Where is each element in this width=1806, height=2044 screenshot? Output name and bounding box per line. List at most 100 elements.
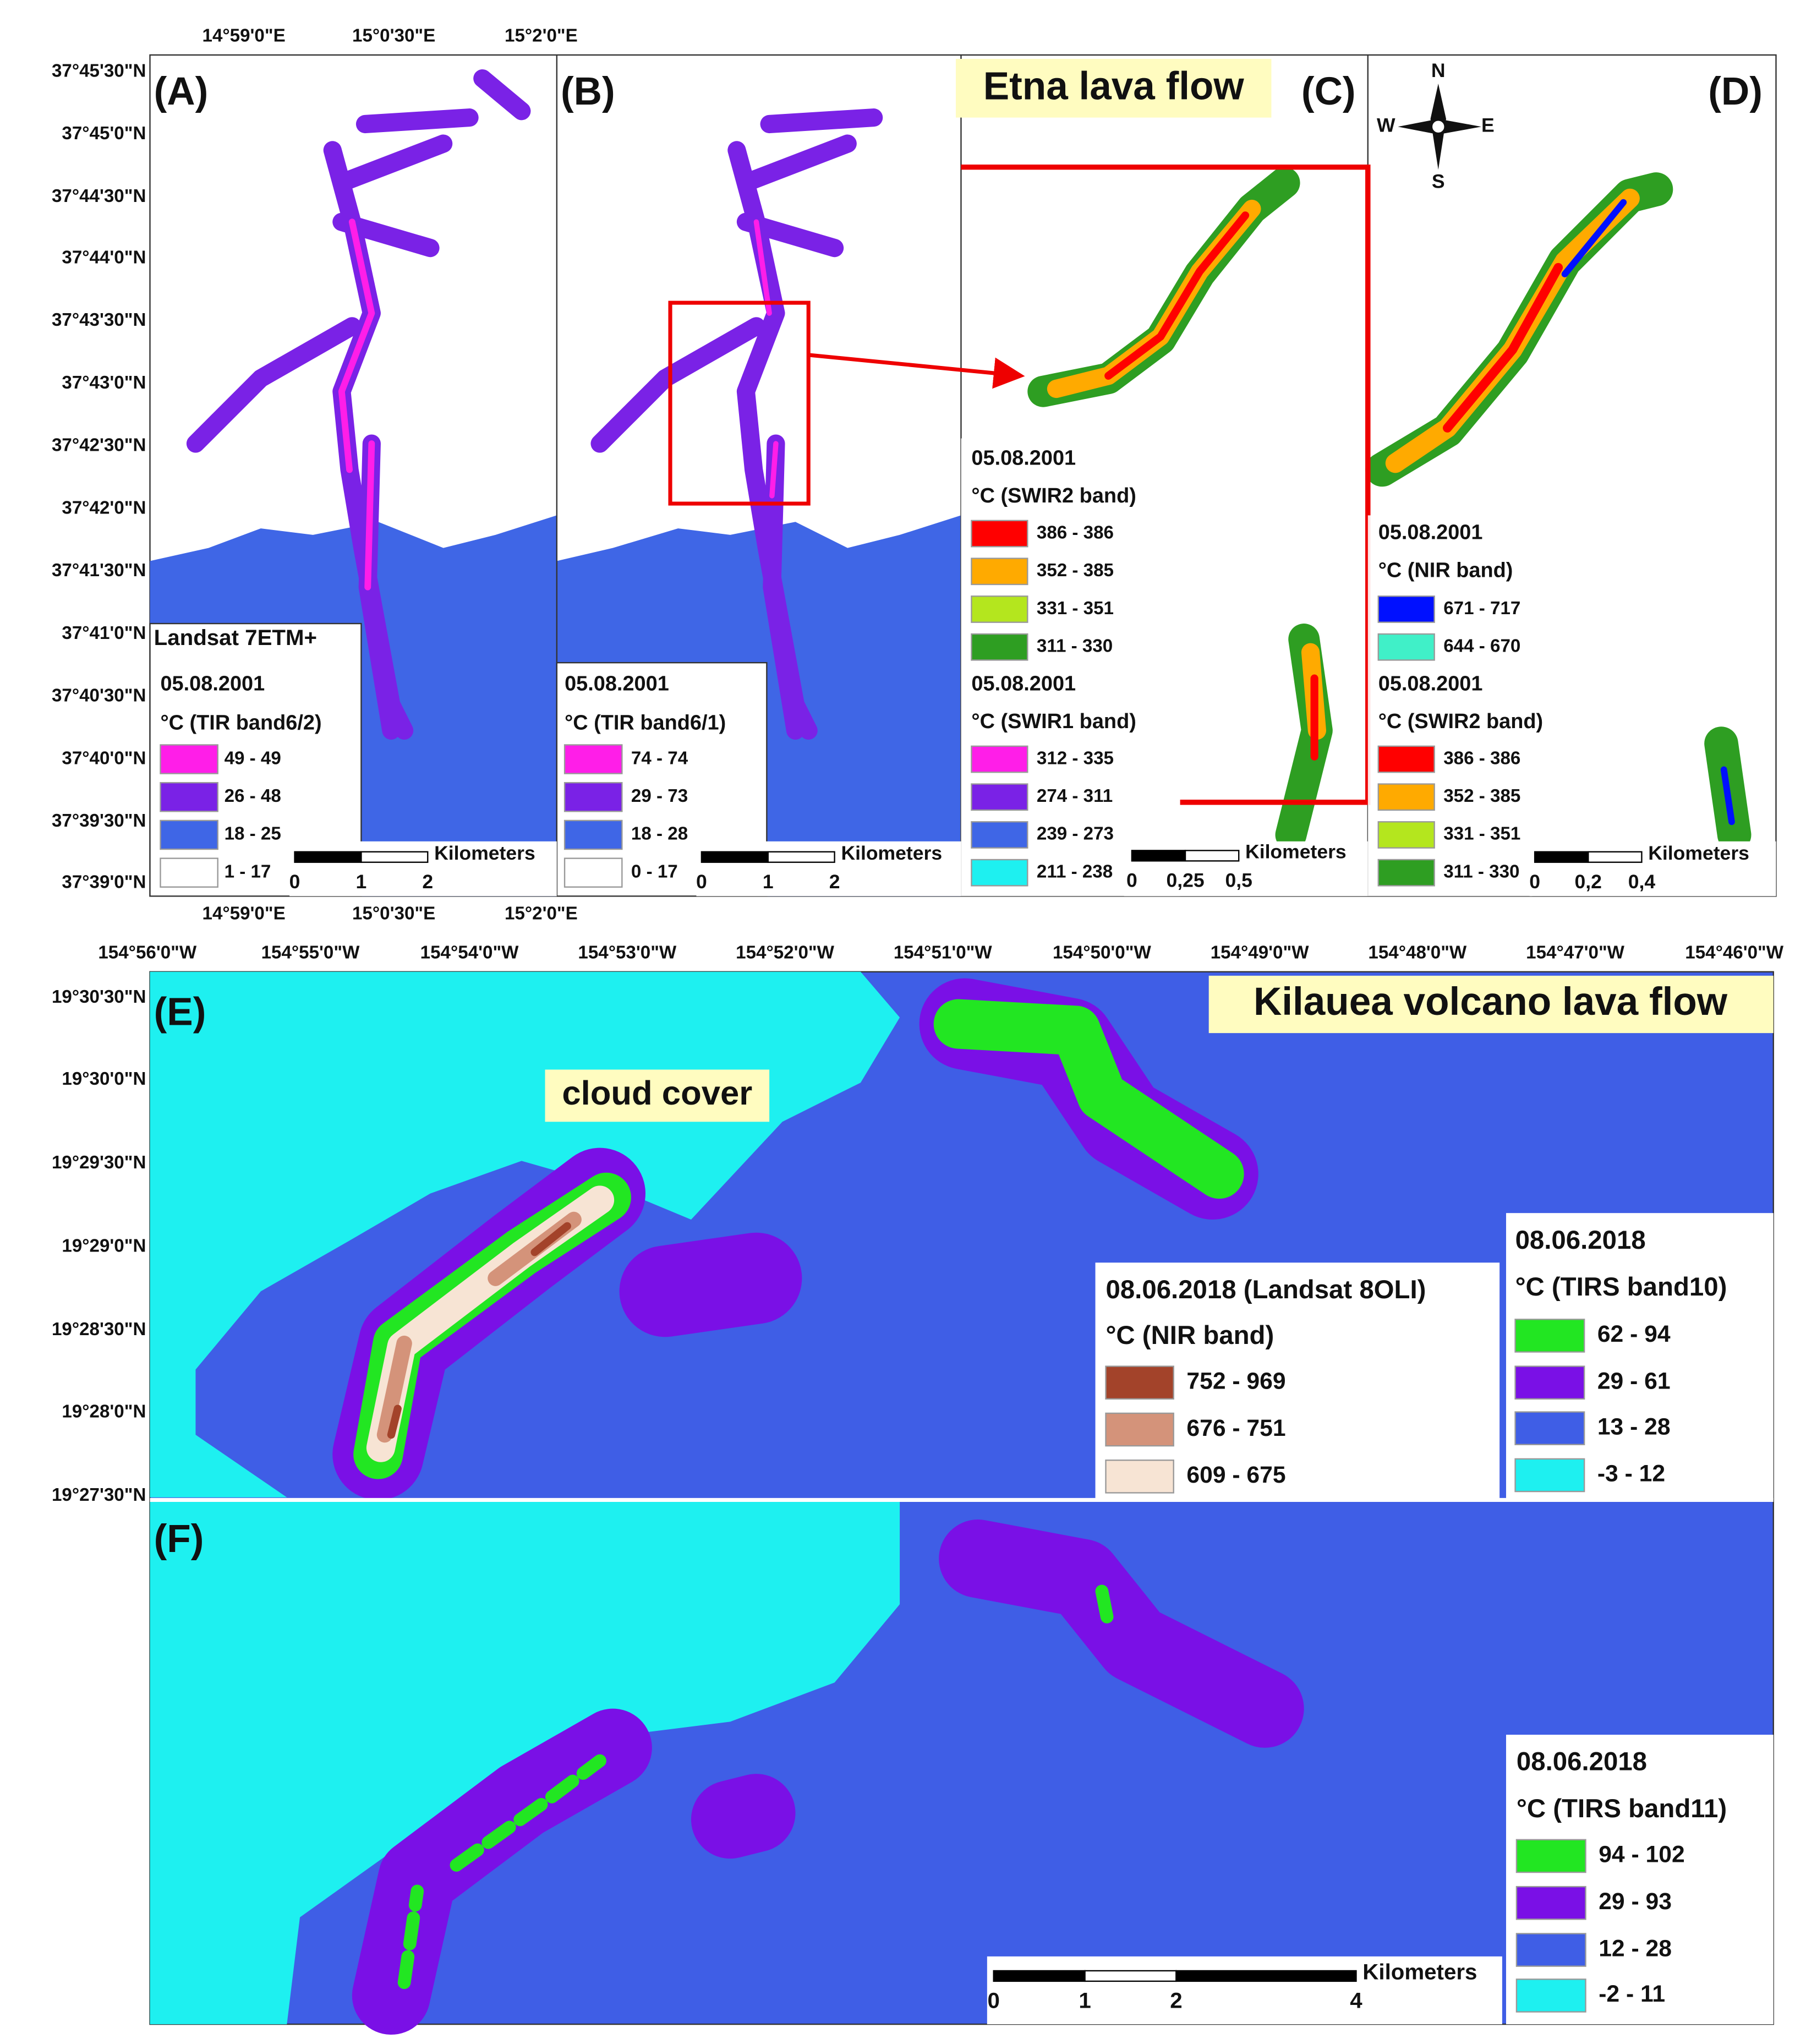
scale-unit: Kilometers xyxy=(1362,1959,1477,1984)
legend-swatch xyxy=(1105,1365,1174,1400)
legend-title: 05.08.2001 xyxy=(971,447,1076,470)
legend-subtitle: °C (SWIR2 band) xyxy=(1378,710,1543,733)
legend-label: 274 - 311 xyxy=(1037,786,1113,806)
legend-label: 1 - 17 xyxy=(225,861,271,882)
legend-swatch xyxy=(971,558,1028,586)
lat-label: 37°45'30"N xyxy=(52,61,146,81)
lat-label: 37°39'30"N xyxy=(52,811,146,831)
lon-label: 154°47'0"W xyxy=(1526,942,1625,963)
legend-label: 49 - 49 xyxy=(225,748,281,768)
scale-tick: 2 xyxy=(829,871,840,893)
lat-label: 37°40'30"N xyxy=(52,686,146,706)
scale-tick: 0 xyxy=(1529,871,1540,893)
legend-label: 671 - 717 xyxy=(1443,598,1520,619)
lon-label: 154°48'0"W xyxy=(1368,942,1467,963)
legend-swatch xyxy=(1514,1411,1585,1445)
legend-swatch xyxy=(1514,1458,1585,1493)
legend-label: 18 - 28 xyxy=(631,824,688,844)
legend-swatch xyxy=(1514,1319,1585,1353)
legend-label: 644 - 670 xyxy=(1443,636,1520,656)
legend-subtitle: °C (NIR band) xyxy=(1378,559,1513,582)
lat-label: 37°45'0"N xyxy=(62,123,146,144)
zoom-arrow xyxy=(808,353,1025,389)
legend-label: 18 - 25 xyxy=(225,824,281,844)
legend-swatch xyxy=(1105,1460,1174,1494)
lat-label: 37°41'30"N xyxy=(52,560,146,581)
panel-label: (E) xyxy=(154,991,206,1034)
scale-box xyxy=(987,1956,1502,2025)
scale-tick: 2 xyxy=(422,871,433,893)
scale-seg xyxy=(767,851,835,863)
legend-swatch xyxy=(160,781,218,812)
scale-tick: 0,2 xyxy=(1575,871,1602,893)
scale-unit: Kilometers xyxy=(841,842,942,864)
lat-label: 37°43'0"N xyxy=(62,373,146,393)
zoom-box xyxy=(668,300,811,506)
legend-label: 311 - 330 xyxy=(1443,861,1519,882)
scale-seg xyxy=(1534,851,1589,863)
legend-swatch xyxy=(563,744,623,774)
legend-subtitle: °C (TIRS band11) xyxy=(1517,1794,1727,1823)
scale-tick: 1 xyxy=(356,871,367,893)
legend-label: -2 - 11 xyxy=(1599,1981,1665,2007)
scale-tick: 0 xyxy=(1126,870,1137,892)
panel-label: (D) xyxy=(1708,70,1763,113)
legend-title: 08.06.2018 xyxy=(1515,1226,1646,1255)
legend-label: 386 - 386 xyxy=(1037,522,1114,543)
lat-label: 37°40'0"N xyxy=(62,748,146,768)
lat-label: 37°43'30"N xyxy=(52,310,146,330)
legend-label: 752 - 969 xyxy=(1186,1368,1285,1394)
lat-label: 19°27'30"N xyxy=(52,1485,146,1505)
legend-swatch xyxy=(971,633,1028,661)
legend-swatch xyxy=(1514,1365,1585,1400)
legend-boxes xyxy=(149,438,1776,897)
legend-label: 609 - 675 xyxy=(1186,1462,1285,1488)
lon-label: 14°59'0"E xyxy=(203,903,286,923)
legend-swatch xyxy=(1105,1412,1174,1447)
lon-label: 154°46'0"W xyxy=(1685,942,1784,963)
legend-box xyxy=(1506,1213,1774,1500)
lon-label: 154°55'0"W xyxy=(261,942,360,963)
legend-swatch xyxy=(971,520,1028,548)
legend-swatch xyxy=(1515,1979,1586,2013)
legend-label: 211 - 238 xyxy=(1037,861,1113,882)
legend-swatch xyxy=(971,859,1028,887)
panel-label: (C) xyxy=(1301,70,1356,113)
kilauea-maps xyxy=(149,971,1774,2035)
legend-label: 26 - 48 xyxy=(225,786,281,806)
legend-subtitle: °C (TIRS band10) xyxy=(1515,1272,1727,1302)
lat-label: 37°42'0"N xyxy=(62,498,146,518)
lat-label: 19°28'0"N xyxy=(62,1401,146,1422)
legend-swatch xyxy=(563,857,623,888)
legend-label: 311 - 330 xyxy=(1037,636,1113,656)
scale-seg xyxy=(360,851,429,863)
legend-label: 74 - 74 xyxy=(631,748,688,768)
legend-label: 13 - 28 xyxy=(1597,1413,1671,1440)
legend-swatch xyxy=(1515,1933,1586,1967)
lava-flow xyxy=(186,69,1752,852)
legend-title: 05.08.2001 xyxy=(1378,521,1483,544)
lon-label: 154°54'0"W xyxy=(420,942,519,963)
legend-swatch xyxy=(1515,1839,1586,1873)
lat-label: 37°41'0"N xyxy=(62,623,146,643)
legend-title: 05.08.2001 xyxy=(971,672,1076,695)
legend-label: 62 - 94 xyxy=(1597,1321,1671,1347)
legend-swatch xyxy=(1377,821,1435,849)
legend-swatch xyxy=(1377,783,1435,811)
legend-label: 352 - 385 xyxy=(1443,786,1520,806)
compass-s: S xyxy=(1432,171,1445,193)
lat-label: 19°29'0"N xyxy=(62,1236,146,1256)
legend-swatch xyxy=(160,857,218,888)
lon-label: 15°2'0"E xyxy=(505,903,578,923)
lat-label: 19°29'30"N xyxy=(52,1152,146,1173)
legend-heading: Landsat 7ETM+ xyxy=(154,625,317,650)
scale-tick: 0 xyxy=(987,1988,999,2013)
scale-tick: 1 xyxy=(1079,1988,1091,2013)
scale-seg xyxy=(294,851,362,863)
legend-label: 94 - 102 xyxy=(1599,1841,1684,1868)
lat-label: 19°30'30"N xyxy=(52,987,146,1007)
compass-w: W xyxy=(1377,114,1395,136)
legend-box xyxy=(1506,1735,1774,2025)
legend-subtitle: °C (TIR band6/1) xyxy=(565,712,726,735)
